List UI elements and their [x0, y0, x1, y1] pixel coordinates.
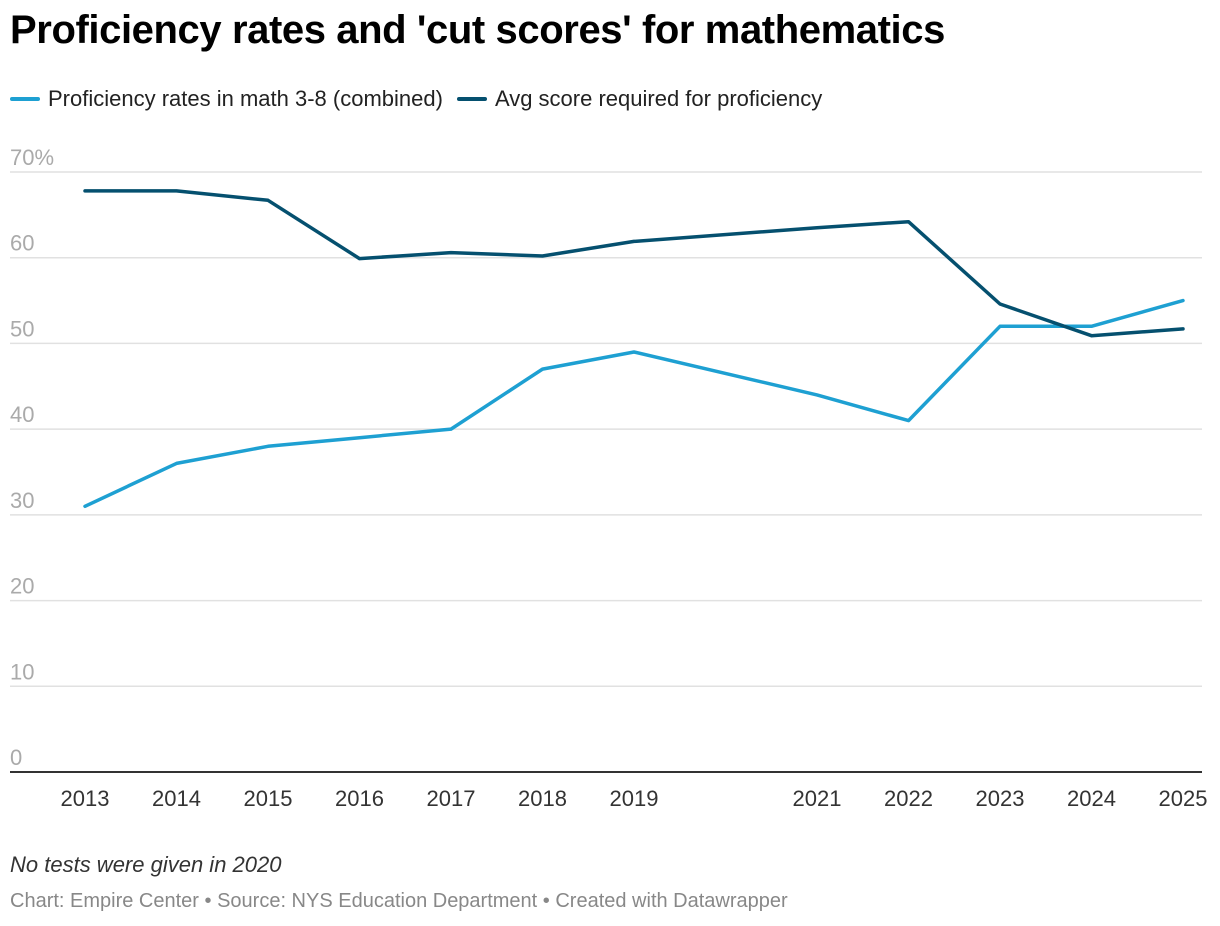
x-tick-label-2017: 2017: [427, 786, 476, 811]
y-tick-label-70: 70%: [10, 145, 54, 170]
series-line-cut-score: [83, 189, 1185, 338]
x-tick-label-2013: 2013: [61, 786, 110, 811]
legend-item-proficiency: Proficiency rates in math 3-8 (combined): [10, 86, 443, 112]
legend-swatch-cut-score: [456, 97, 487, 101]
x-tick-label-2015: 2015: [244, 786, 293, 811]
x-tick-label-2018: 2018: [518, 786, 567, 811]
y-tick-label-10: 10: [10, 659, 34, 684]
y-tick-label-50: 50: [10, 316, 34, 341]
x-tick-label-2021: 2021: [793, 786, 842, 811]
x-tick-label-2023: 2023: [976, 786, 1025, 811]
legend: Proficiency rates in math 3-8 (combined)…: [10, 86, 836, 112]
x-tick-label-2025: 2025: [1159, 786, 1208, 811]
legend-label-cut-score: Avg score required for proficiency: [494, 86, 823, 111]
legend-label-proficiency: Proficiency rates in math 3-8 (combined): [48, 86, 443, 111]
legend-item-cut-score: Avg score required for proficiency: [456, 86, 823, 112]
x-tick-label-2022: 2022: [884, 786, 933, 811]
legend-swatch-proficiency: [10, 97, 40, 101]
y-tick-label-40: 40: [10, 402, 34, 427]
x-tick-label-2014: 2014: [152, 786, 201, 811]
y-tick-label-60: 60: [10, 231, 34, 256]
series-line-proficiency: [83, 298, 1185, 509]
y-tick-label-20: 20: [10, 574, 34, 599]
x-tick-label-2019: 2019: [610, 786, 659, 811]
x-tick-label-2024: 2024: [1067, 786, 1116, 811]
chart-note: No tests were given in 2020: [10, 852, 282, 877]
line-chart: 0 10 20 30 40 50 60 70% 2013 2014 2015 2016 2017 2018…: [10, 145, 1208, 811]
chart-credit: Chart: Empire Center • Source: NYS Educa…: [10, 890, 788, 912]
y-tick-label-0: 0: [10, 745, 22, 770]
x-tick-label-2016: 2016: [335, 786, 384, 811]
chart-title: Proficiency rates and 'cut scores' for m…: [10, 8, 945, 52]
y-tick-label-30: 30: [10, 488, 34, 513]
